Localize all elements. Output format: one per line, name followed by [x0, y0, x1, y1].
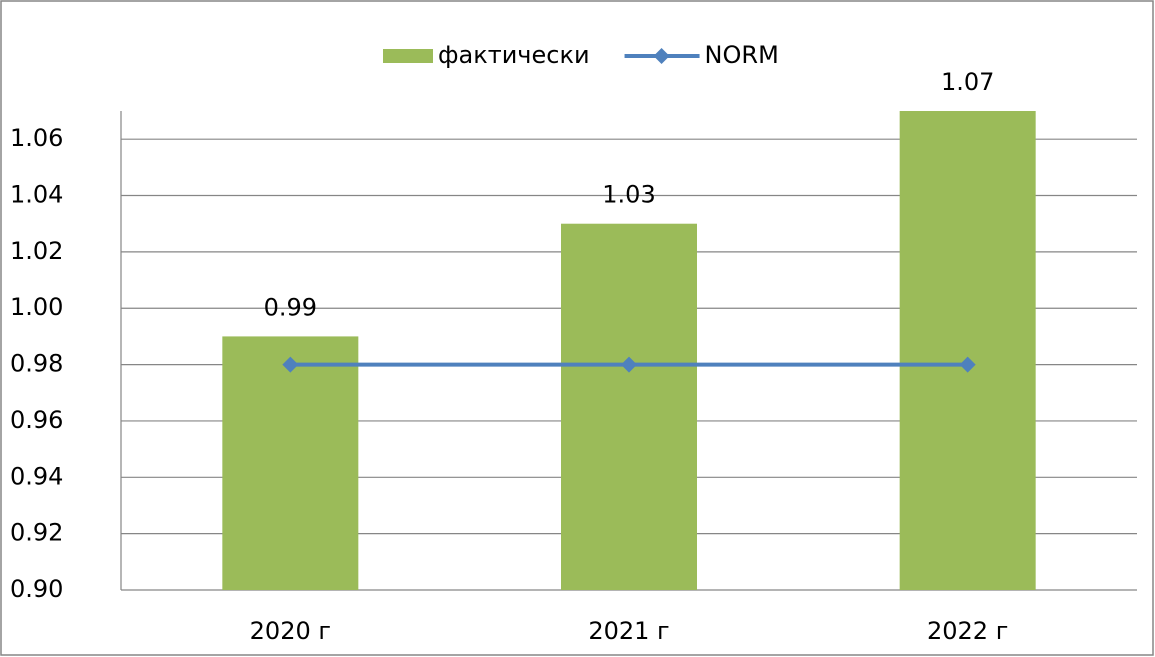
line-marker: [959, 356, 976, 373]
y-tick-label: 0.94: [10, 462, 63, 490]
x-tick-label: 2020 г: [250, 617, 331, 645]
y-tick-label: 1.02: [10, 237, 63, 265]
x-tick-label: 2022 г: [927, 617, 1008, 645]
legend-marker: [653, 48, 670, 64]
line-marker: [621, 356, 637, 373]
legend-label: NORM: [705, 41, 779, 69]
data-label: 1.03: [602, 181, 655, 209]
y-tick-label: 0.90: [10, 575, 63, 603]
data-label: 1.07: [941, 68, 994, 96]
y-tick-label: 1.04: [10, 181, 63, 209]
bar: [899, 111, 1036, 590]
bar: [561, 223, 697, 591]
y-tick-label: 1.06: [10, 124, 63, 152]
y-tick-label: 1.00: [10, 293, 63, 321]
legend-swatch: [383, 49, 433, 63]
y-tick-label: 0.96: [10, 406, 63, 434]
legend-label: фактически: [438, 41, 590, 69]
y-tick-label: 0.92: [10, 519, 63, 547]
x-tick-label: 2021 г: [588, 617, 669, 645]
data-label: 0.99: [264, 293, 317, 321]
line-marker: [282, 356, 299, 373]
y-tick-label: 0.98: [10, 350, 63, 378]
bar: [222, 336, 359, 590]
